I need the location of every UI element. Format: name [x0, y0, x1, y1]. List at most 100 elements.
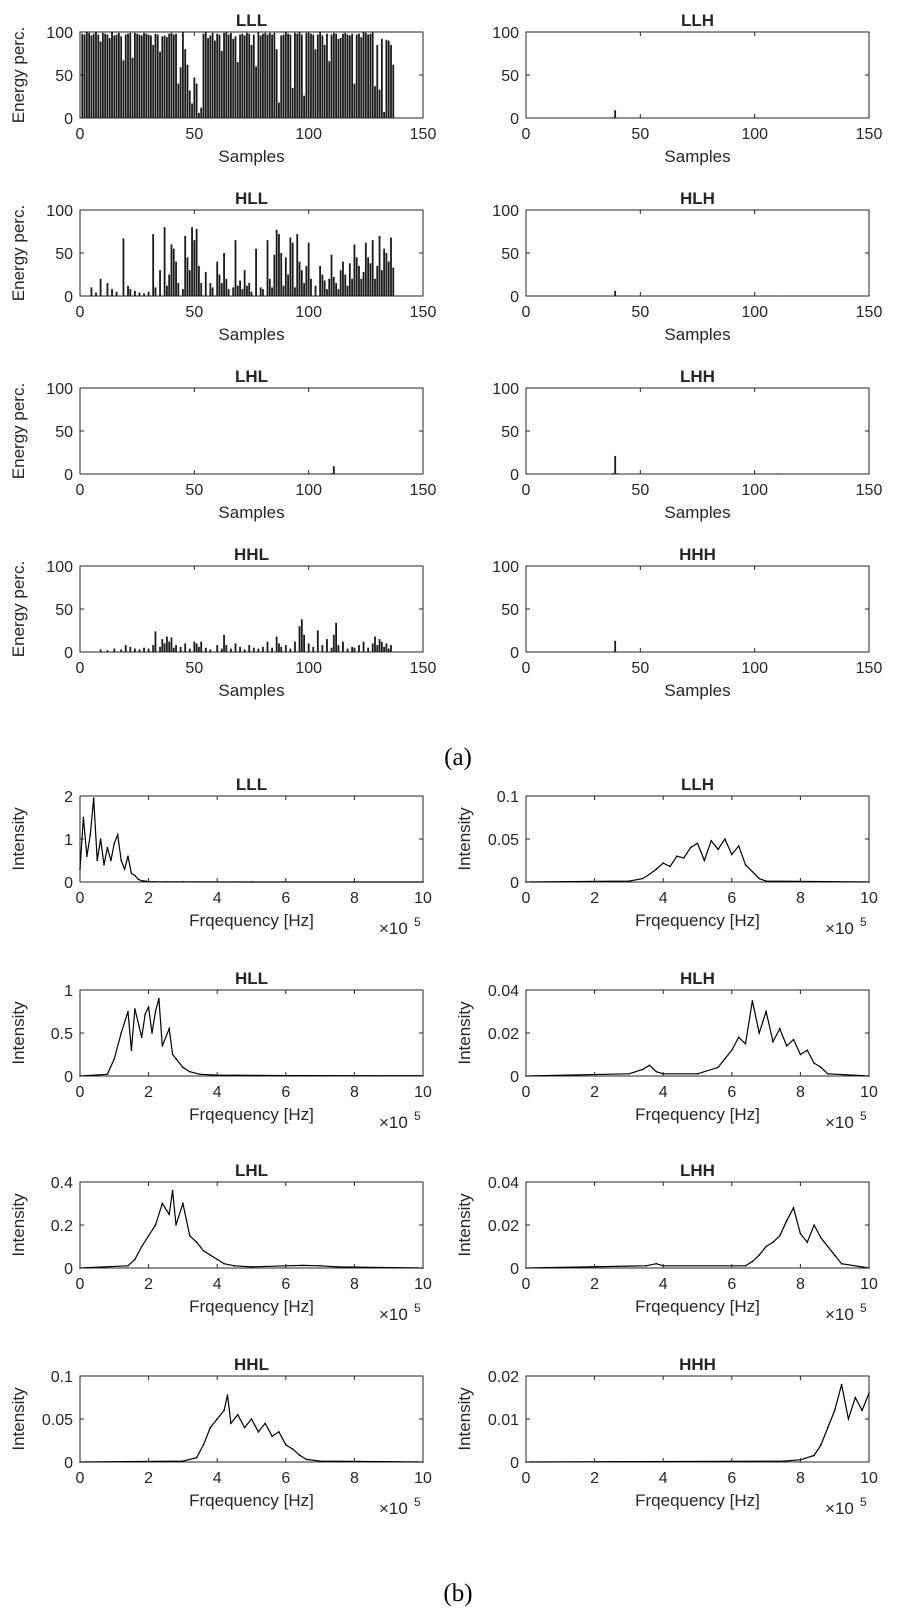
bar — [156, 34, 159, 118]
data-point — [861, 1409, 863, 1412]
data-point — [785, 1219, 788, 1222]
data-point — [751, 999, 754, 1002]
data-point — [302, 1264, 304, 1267]
bar — [216, 645, 219, 652]
bar — [321, 274, 324, 296]
bar — [161, 639, 164, 652]
bar — [376, 265, 379, 296]
bar — [280, 35, 283, 118]
bar — [198, 646, 200, 652]
bar — [129, 646, 132, 652]
x-exponent-base: ×10 — [825, 1305, 854, 1324]
bar — [371, 643, 374, 652]
data-point — [171, 1189, 174, 1192]
y-tick-label: 50 — [501, 68, 519, 85]
bar — [195, 83, 198, 118]
x-tick-label: 0 — [522, 890, 531, 907]
x-tick-label: 4 — [659, 1084, 668, 1101]
plot-area — [79, 565, 424, 653]
x-tick-label: 50 — [185, 660, 203, 677]
bar — [330, 473, 333, 474]
x-tick-label: 10 — [860, 1470, 878, 1487]
bar — [369, 263, 372, 296]
x-tick-label: 6 — [281, 1276, 290, 1293]
bar — [248, 645, 251, 652]
data-point — [744, 1042, 747, 1045]
data-point — [662, 862, 664, 864]
data-point — [827, 1245, 829, 1248]
bar — [92, 33, 95, 118]
y-tick-label: 0.04 — [488, 1175, 519, 1192]
data-point — [717, 1066, 719, 1069]
y-tick-label: 0.01 — [488, 1412, 519, 1429]
bar — [337, 289, 340, 296]
bar — [220, 283, 223, 296]
chart-title: LHH — [680, 1161, 715, 1180]
bar — [188, 648, 191, 652]
data-point — [264, 1422, 267, 1425]
x-tick-label: 2 — [144, 890, 153, 907]
bar — [355, 34, 358, 118]
data-point — [717, 848, 719, 851]
y-tick-label: 100 — [492, 25, 519, 42]
bar — [374, 636, 376, 652]
x-axis-label: Samples — [218, 503, 284, 522]
bar — [298, 626, 301, 652]
chart-title: LLH — [681, 775, 714, 794]
data-point — [130, 872, 133, 875]
data-point — [182, 1460, 184, 1462]
bar — [131, 57, 134, 118]
data-point — [840, 1262, 843, 1265]
bar — [387, 648, 390, 652]
x-tick-label: 2 — [590, 1084, 599, 1101]
bar — [204, 647, 207, 652]
x-tick-label: 4 — [659, 1470, 668, 1487]
data-point — [854, 1396, 857, 1399]
bar — [234, 240, 237, 296]
bar — [298, 32, 301, 118]
x-tick-label: 100 — [295, 660, 322, 677]
x-tick-label: 0 — [76, 304, 85, 321]
bar — [362, 641, 365, 652]
y-tick-label: 0 — [510, 467, 519, 484]
chart-title: HLH — [680, 969, 715, 988]
chart-title: LLH — [681, 11, 714, 30]
data-point — [243, 1426, 246, 1429]
plot-area — [525, 387, 870, 475]
bar — [182, 289, 184, 296]
bar — [115, 34, 118, 118]
bar — [204, 271, 207, 296]
data-point — [164, 881, 167, 883]
y-axis-label: Intensity — [455, 1001, 474, 1065]
data-point — [79, 868, 81, 870]
x-tick-label: 4 — [659, 890, 668, 907]
y-tick-label: 0 — [510, 1455, 519, 1472]
x-axis-label: Samples — [664, 503, 730, 522]
bar — [223, 32, 225, 118]
chart-title: HHH — [679, 545, 716, 564]
data-point — [137, 878, 140, 881]
bar — [90, 287, 93, 296]
chart-title: HLH — [680, 189, 715, 208]
plot-area — [525, 1181, 870, 1269]
bar — [136, 33, 139, 118]
data-point — [223, 1409, 225, 1412]
data-point — [120, 1032, 122, 1034]
y-tick-label: 100 — [46, 381, 73, 398]
data-point — [106, 846, 109, 849]
y-tick-label: 50 — [55, 424, 73, 441]
bar — [326, 289, 328, 296]
bar — [250, 44, 253, 118]
y-tick-label: 0 — [510, 1261, 519, 1278]
data-point — [236, 1413, 239, 1416]
data-point — [737, 845, 740, 847]
bar — [326, 33, 328, 118]
bar — [259, 287, 262, 296]
data-point — [147, 1006, 150, 1008]
y-tick-label: 0.02 — [488, 1369, 519, 1386]
bar — [321, 645, 324, 652]
x-tick-label: 0 — [76, 1276, 85, 1293]
bar — [385, 643, 388, 652]
bar — [246, 285, 248, 296]
bar — [248, 33, 251, 118]
